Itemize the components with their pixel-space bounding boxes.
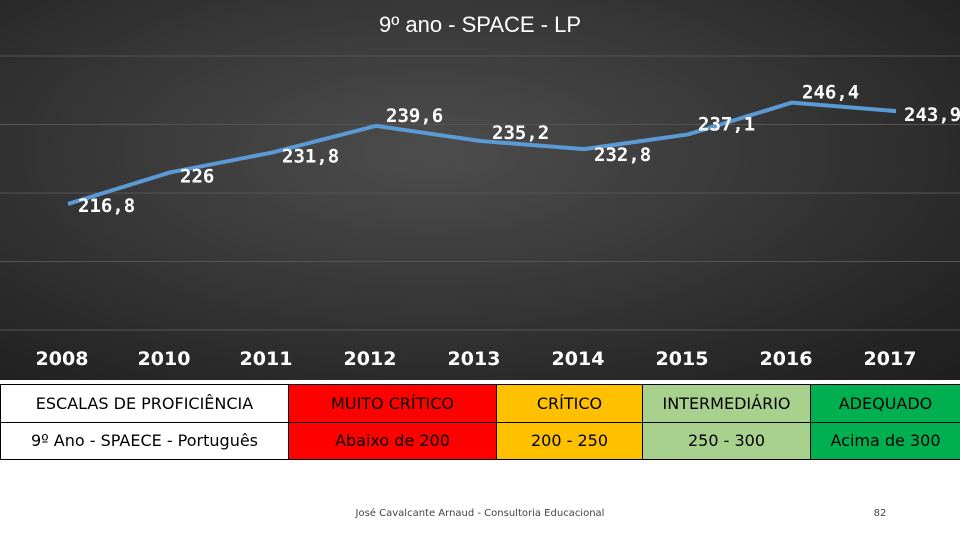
data-label: 243,9 <box>904 104 960 126</box>
x-tick-label: 2011 <box>240 348 293 370</box>
data-label: 235,2 <box>492 122 549 144</box>
range-muito-critico: Abaixo de 200 <box>288 421 497 460</box>
data-label: 239,6 <box>386 105 443 127</box>
table-row-levels: ESCALAS DE PROFICIÊNCIA MUITO CRÍTICO CR… <box>0 384 960 423</box>
page-number: 82 <box>873 508 887 519</box>
x-tick-label: 2012 <box>344 348 397 370</box>
x-tick-label: 2015 <box>656 348 709 370</box>
table-row-ranges: 9º Ano - SPAECE - Português Abaixo de 20… <box>0 421 960 460</box>
x-tick-label: 2016 <box>760 348 813 370</box>
data-label: 231,8 <box>282 146 339 168</box>
range-adequado: Acima de 300 <box>810 421 960 460</box>
scale-row-label: 9º Ano - SPAECE - Português <box>0 421 289 460</box>
series-line <box>67 100 897 206</box>
line-chart: 216,8 226 231,8 239,6 235,2 232,8 237,1 246,4 24… <box>0 55 960 370</box>
x-tick-label: 2010 <box>138 348 191 370</box>
level-intermediario: INTERMEDIÁRIO <box>642 384 811 423</box>
x-tick-label: 2017 <box>864 348 917 370</box>
data-label: 232,8 <box>594 144 651 166</box>
data-label: 246,4 <box>802 82 859 104</box>
level-adequado: ADEQUADO <box>810 384 960 423</box>
x-tick-label: 2013 <box>448 348 501 370</box>
range-intermediario: 250 - 300 <box>642 421 811 460</box>
data-label: 226 <box>180 165 214 187</box>
level-muito-critico: MUITO CRÍTICO <box>288 384 497 423</box>
x-tick-label: 2014 <box>552 348 605 370</box>
data-label: 237,1 <box>698 113 755 135</box>
chart-panel: 216,8 226 231,8 239,6 235,2 232,8 237,1 246,4 24… <box>0 0 960 380</box>
proficiency-scale-table: ESCALAS DE PROFICIÊNCIA MUITO CRÍTICO CR… <box>0 384 960 460</box>
x-tick-label: 2008 <box>36 348 89 370</box>
data-label: 216,8 <box>78 195 135 217</box>
scale-header-label: ESCALAS DE PROFICIÊNCIA <box>0 384 289 423</box>
level-critico: CRÍTICO <box>496 384 643 423</box>
range-critico: 200 - 250 <box>496 421 643 460</box>
chart-title: 9º ano - SPACE - LP <box>378 12 582 37</box>
footer-credit: José Cavalcante Arnaud - Consultoria Edu… <box>355 508 605 519</box>
